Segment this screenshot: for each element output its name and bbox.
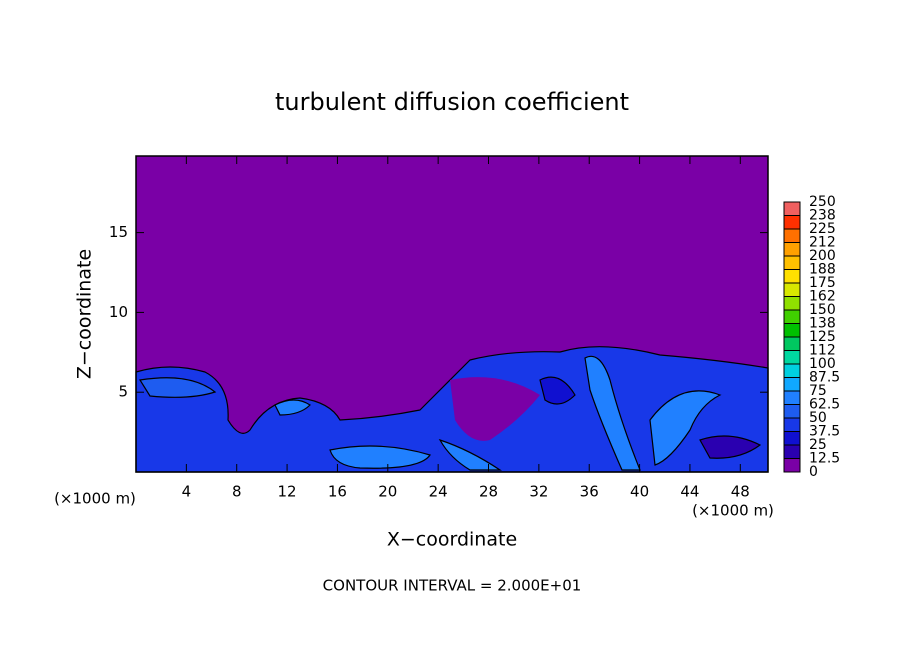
colorbar-band — [784, 296, 800, 310]
colorbar-label: 238 — [809, 208, 836, 224]
colorbar-label: 200 — [809, 248, 836, 264]
plot-frame — [135, 155, 769, 473]
colorbar-label: 37.5 — [809, 424, 840, 440]
colorbar-band — [784, 458, 800, 472]
colorbar-band — [784, 323, 800, 337]
y-tick-label: 10 — [109, 303, 128, 321]
y-tick-label: 15 — [109, 223, 128, 241]
colorbar-band — [784, 202, 800, 216]
colorbar-band — [784, 256, 800, 270]
colorbar-label: 125 — [809, 329, 836, 345]
colorbar-band — [784, 229, 800, 243]
colorbar-band — [784, 377, 800, 391]
colorbar-label: 225 — [809, 221, 836, 237]
x-tick-label: 36 — [580, 483, 599, 501]
colorbar-band — [784, 404, 800, 418]
colorbar-label: 62.5 — [809, 397, 840, 413]
x-tick-label: 4 — [182, 483, 192, 501]
field-shapes — [135, 346, 769, 473]
x-unit: (×1000 m) — [54, 490, 136, 508]
colorbar-band — [784, 431, 800, 445]
x-tick-label: 8 — [232, 483, 242, 501]
colorbar-band — [784, 350, 800, 364]
colorbar-label: 0 — [809, 464, 818, 480]
colorbar-band — [784, 418, 800, 432]
footer-note: CONTOUR INTERVAL = 2.000E+01 — [323, 577, 582, 595]
colorbar-band — [784, 310, 800, 324]
x-tick-label: 28 — [479, 483, 498, 501]
x-tick-label: 24 — [429, 483, 448, 501]
y-tick-label: 5 — [118, 383, 128, 401]
colorbar-label: 100 — [809, 356, 836, 372]
colorbar-label: 112 — [809, 343, 836, 359]
colorbar-band — [784, 364, 800, 378]
x-tick-label: 40 — [630, 483, 649, 501]
x-tick-label: 20 — [378, 483, 397, 501]
x-tick-label: 12 — [278, 483, 297, 501]
colorbar-label: 212 — [809, 235, 836, 251]
x-tick-label: 32 — [529, 483, 548, 501]
colorbar-label: 250 — [809, 194, 836, 210]
colorbar-label: 75 — [809, 383, 827, 399]
colorbar-label: 12.5 — [809, 451, 840, 467]
colorbar-label: 150 — [809, 302, 836, 318]
chart-title: turbulent diffusion coefficient — [275, 88, 629, 116]
colorbar-label: 188 — [809, 262, 836, 278]
x-tick-label: 48 — [731, 483, 750, 501]
colorbar-label: 50 — [809, 410, 827, 426]
colorbar-label: 25 — [809, 437, 827, 453]
x-tick-label: 16 — [328, 483, 347, 501]
x-tick-label: 44 — [680, 483, 699, 501]
colorbar-band — [784, 269, 800, 283]
colorbar-band — [784, 215, 800, 229]
x-unit: (×1000 m) — [692, 502, 774, 520]
colorbar-band — [784, 283, 800, 297]
x-axis-label: X−coordinate — [387, 529, 517, 551]
colorbar-band — [784, 242, 800, 256]
y-axis-label: Z−coordinate — [74, 249, 96, 379]
colorbar-label: 175 — [809, 275, 836, 291]
colorbar-label: 87.5 — [809, 370, 840, 386]
colorbar-label: 162 — [809, 289, 836, 305]
colorbar-band — [784, 391, 800, 405]
colorbar-label: 138 — [809, 316, 836, 332]
colorbar-band — [784, 445, 800, 459]
colorbar-band — [784, 337, 800, 351]
